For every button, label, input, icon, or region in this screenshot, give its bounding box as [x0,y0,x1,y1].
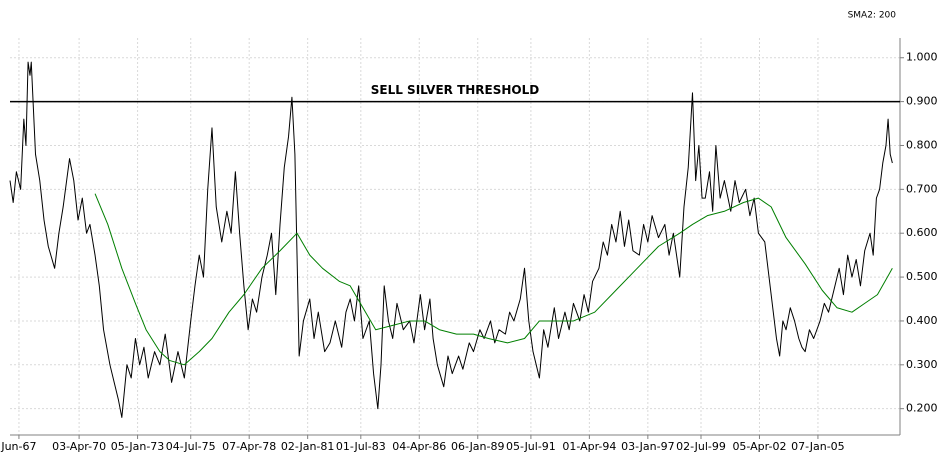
y-tick-label: 0.300 [906,358,938,371]
x-tick-label: 07-Apr-78 [222,440,276,453]
x-tick-label: 03-Jan-97 [621,440,675,453]
x-tick-label: 02-Jul-99 [676,440,726,453]
y-tick-label: 0.700 [906,182,938,195]
x-tick-label: 04-Apr-86 [392,440,446,453]
x-tick-label: 01-Jul-83 [336,440,386,453]
y-tick-label: 0.200 [906,402,938,415]
legend-entry: SMA2: 200 [848,11,897,21]
x-tick-label: Jun-67 [0,440,36,453]
y-tick-label: 0.800 [906,138,938,151]
x-tick-label: 03-Apr-70 [52,440,106,453]
x-tick-label: 05-Jan-73 [111,440,165,453]
x-tick-label: 05-Apr-02 [732,440,786,453]
y-tick-label: 1.000 [906,51,938,64]
threshold-label: SELL SILVER THRESHOLD [371,83,540,97]
series-line [9,61,893,418]
y-tick-label: 0.500 [906,270,938,283]
y-tick-label: 0.900 [906,95,938,108]
x-tick-label: 01-Apr-94 [562,440,616,453]
y-tick-label: 0.400 [906,314,938,327]
y-tick-label: 0.600 [906,226,938,239]
x-tick-label: 02-Jan-81 [281,440,335,453]
x-tick-label: 05-Jul-91 [506,440,556,453]
x-tick-label: 04-Jul-75 [166,440,216,453]
series-line [94,193,893,366]
x-tick-label: 07-Jan-05 [791,440,845,453]
x-tick-label: 06-Jan-89 [451,440,505,453]
